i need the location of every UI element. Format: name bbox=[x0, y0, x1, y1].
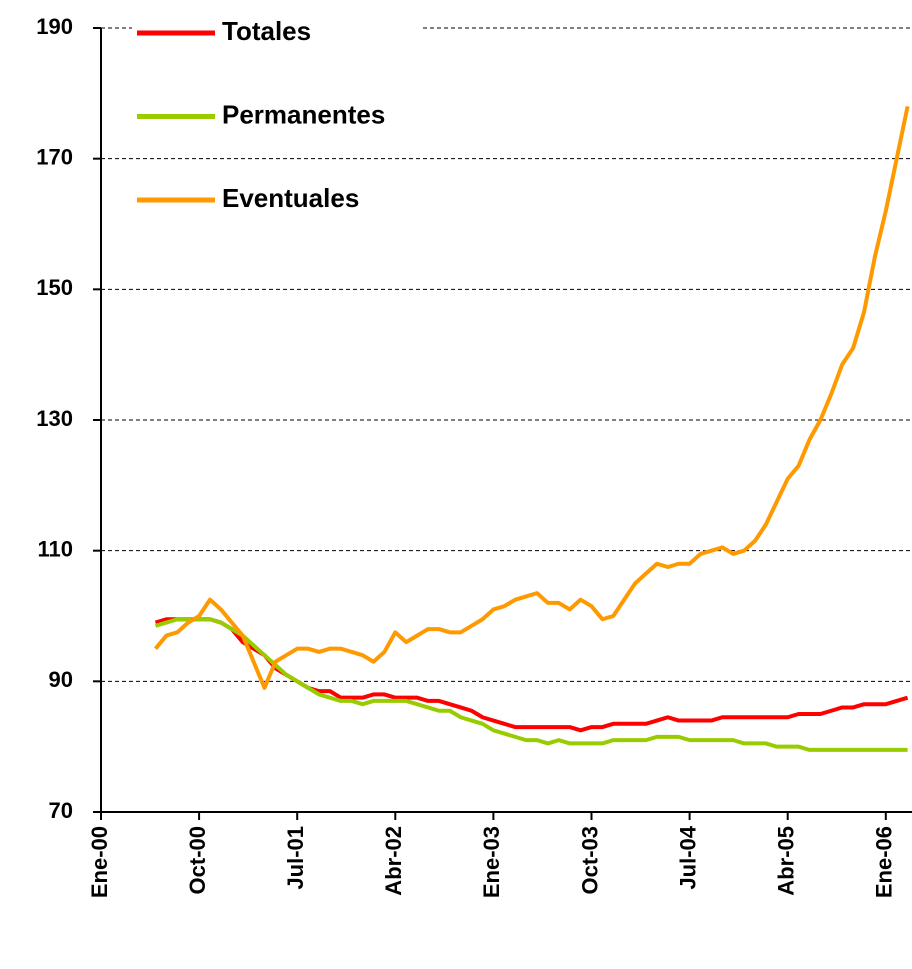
x-tick-label: Oct-00 bbox=[185, 826, 210, 894]
y-tick-label: 110 bbox=[38, 536, 74, 561]
legend-label: Permanentes bbox=[222, 99, 385, 129]
legend-label: Eventuales bbox=[222, 183, 359, 213]
x-tick-label: Abr-02 bbox=[381, 826, 406, 896]
x-tick-label: Ene-06 bbox=[872, 826, 897, 898]
legend-label: Totales bbox=[222, 16, 311, 46]
y-tick-label: 70 bbox=[49, 798, 73, 823]
y-tick-label: 170 bbox=[36, 144, 73, 169]
series-line bbox=[156, 619, 908, 750]
y-tick-label: 150 bbox=[36, 275, 73, 300]
y-tick-label: 190 bbox=[36, 14, 73, 39]
chart: 70 90 110 130 150 170 190 Ene-00 Oct-00 Jul-01 Abr… bbox=[0, 0, 912, 969]
x-tick-label: Abr-05 bbox=[774, 826, 799, 896]
x-tick-label: Jul-01 bbox=[283, 826, 308, 890]
y-tick-label: 130 bbox=[36, 406, 73, 431]
x-tick-label: Oct-03 bbox=[577, 826, 602, 894]
x-tick-label: Jul-04 bbox=[675, 825, 700, 889]
y-tick-label: 90 bbox=[49, 667, 73, 692]
x-tick-label: Ene-03 bbox=[479, 826, 504, 898]
x-tick-label: Ene-00 bbox=[87, 826, 112, 898]
